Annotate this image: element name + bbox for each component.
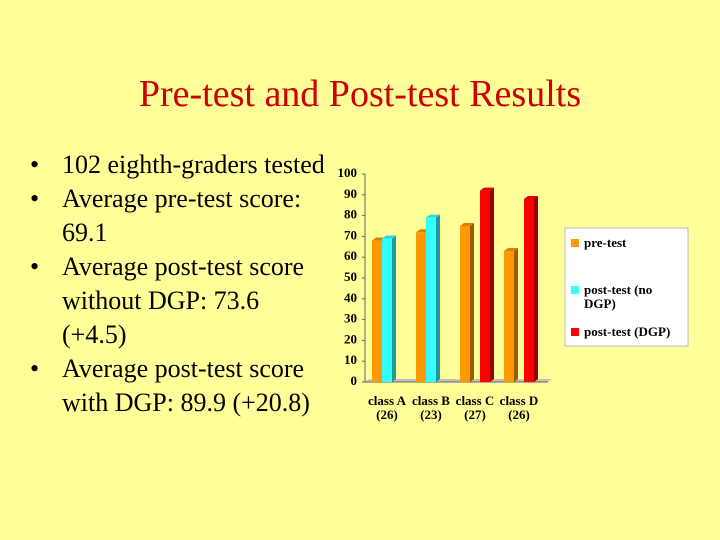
y-tick-label: 80 xyxy=(344,207,357,222)
bullet-item: Average pre-test score: 69.1 xyxy=(30,182,330,250)
bar xyxy=(460,226,470,382)
bar xyxy=(524,198,534,382)
x-tick-label: class D (26) xyxy=(499,393,539,422)
x-tick-label: class A (26) xyxy=(368,393,406,422)
bullet-list: 102 eighth-graders testedAverage pre-tes… xyxy=(30,148,330,420)
bar-side xyxy=(534,195,538,382)
bar xyxy=(372,240,382,382)
bar-top xyxy=(524,195,538,199)
bar-side xyxy=(436,214,440,382)
legend-swatch xyxy=(571,286,579,294)
bar-top xyxy=(426,214,440,218)
slide-title: Pre-test and Post-test Results xyxy=(138,73,582,115)
legend-box xyxy=(564,227,689,347)
y-tick-label: 10 xyxy=(344,352,357,367)
y-tick-label: 70 xyxy=(344,227,357,242)
bar xyxy=(382,238,392,382)
legend-label: post-test (no DGP) xyxy=(584,282,653,311)
y-tick-label: 60 xyxy=(344,248,357,263)
bar-top xyxy=(480,187,494,191)
y-tick-label: 50 xyxy=(344,269,357,284)
bar-top xyxy=(460,223,474,226)
legend-label: post-test (DGP) xyxy=(584,324,671,339)
y-tick-label: 100 xyxy=(338,165,358,180)
y-tick-label: 0 xyxy=(351,373,358,388)
bar xyxy=(426,217,436,382)
x-tick-label: class C (27) xyxy=(455,393,495,422)
bar-side xyxy=(392,235,396,382)
bar-top xyxy=(504,247,518,251)
legend-swatch xyxy=(571,239,579,247)
bar-side xyxy=(514,247,518,382)
bullet-item: Average post-test score with DGP: 89.9 (… xyxy=(30,352,330,420)
bar-side xyxy=(470,223,474,382)
legend-swatch xyxy=(571,328,579,336)
bar xyxy=(504,250,514,382)
bullet-item: Average post-test score without DGP: 73.… xyxy=(30,250,330,352)
y-tick-label: 40 xyxy=(344,290,357,305)
x-tick-label: class B (23) xyxy=(412,393,450,422)
y-tick-label: 90 xyxy=(344,186,357,201)
bar xyxy=(480,190,490,382)
bar xyxy=(416,232,426,382)
bullet-item: 102 eighth-graders tested xyxy=(30,148,330,182)
y-tick-label: 30 xyxy=(344,311,357,326)
bar-side xyxy=(490,187,494,382)
y-tick-label: 20 xyxy=(344,331,357,346)
legend-label: pre-test xyxy=(584,235,627,250)
bar-top xyxy=(382,235,396,239)
